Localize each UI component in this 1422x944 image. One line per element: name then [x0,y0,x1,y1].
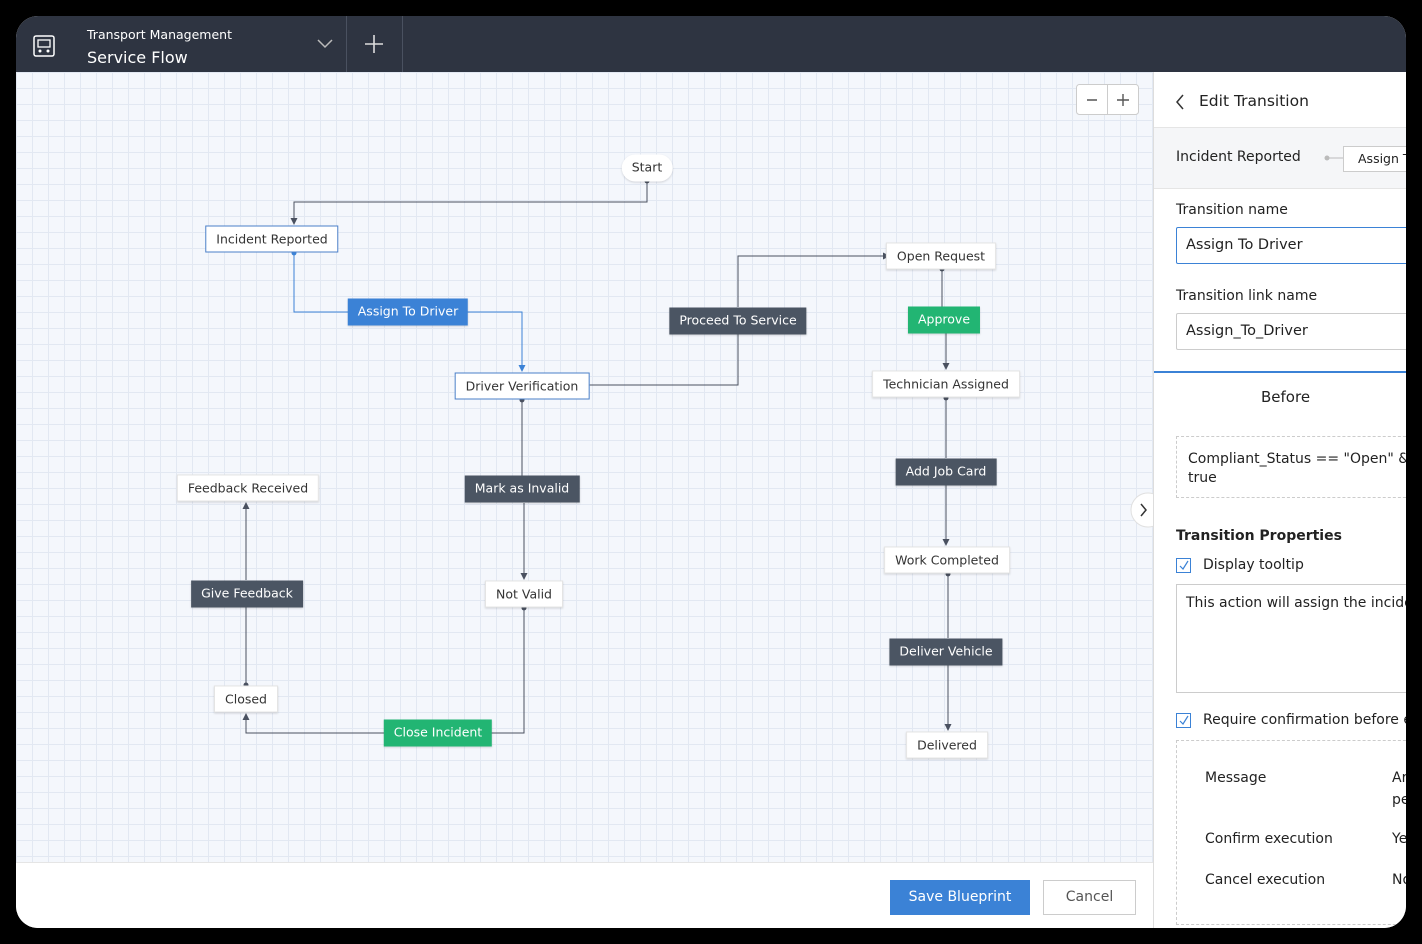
condition-text: true [1188,470,1217,486]
save-button[interactable]: Save Blueprint [890,880,1030,915]
text-input[interactable]: Assign_To_Driver [1176,313,1406,350]
zoom-controls[interactable] [1076,84,1140,116]
state-node[interactable]: Work Completed [884,546,1010,574]
transition-node[interactable]: Deliver Vehicle [889,638,1003,666]
collapse-toggle[interactable] [1130,492,1156,528]
tooltip-textarea[interactable]: This action will assign the inciden [1176,584,1406,693]
checkbox-label: Require confirmation before e [1203,712,1406,728]
state-node[interactable]: Closed [214,685,278,713]
state-node[interactable]: Incident Reported [205,225,339,253]
flow-canvas: Start Incident Reported Assign To Driver… [16,72,1156,862]
condition-text: Compliant_Status == "Open" && [1188,451,1406,467]
transition-node[interactable]: Add Job Card [895,458,997,486]
row-label: Message [1205,770,1267,786]
field-label: Transition name [1176,202,1288,218]
to-transition: Assign T [1343,146,1406,172]
row-value: No [1392,872,1406,888]
transition-node[interactable]: Approve [907,306,981,334]
side-panel: Edit Transition Incident Reported Assign… [1153,72,1406,928]
row-value: pe [1392,792,1406,808]
transition-node[interactable]: Give Feedback [191,580,303,608]
checkbox[interactable] [1176,713,1191,728]
header: Transport Management Service Flow [16,16,1406,72]
row-value: Ar [1392,770,1406,786]
add-button[interactable] [364,34,384,54]
row-label: Cancel execution [1205,872,1326,888]
state-node[interactable]: Driver Verification [454,372,590,400]
divider [346,16,347,72]
tab-indicator [1154,371,1406,373]
state-node[interactable]: Delivered [906,731,988,759]
tab[interactable]: Before [1261,388,1311,406]
app-window: Transport Management Service Flow Start … [16,16,1406,928]
app-icon [33,35,55,57]
state-node[interactable]: Not Valid [485,580,563,608]
panel-title: Edit Transition [1199,92,1309,110]
confirm-box: Message Ar pe Confirm execution Ye Cance… [1176,740,1406,925]
dropdown[interactable] [316,37,334,49]
text-input[interactable]: Assign To Driver [1176,227,1406,264]
transition-node[interactable]: Close Incident [383,719,493,747]
field-label: Transition link name [1176,288,1318,304]
transition-node[interactable]: Assign To Driver [347,298,469,326]
start-node[interactable]: Start [621,154,673,182]
transition-node[interactable]: Mark as Invalid [464,475,580,503]
state-node[interactable]: Technician Assigned [872,370,1020,398]
back-button[interactable] [1174,93,1186,111]
transition-path: Incident Reported Assign T [1154,127,1406,189]
app-name: Transport Management [87,27,232,42]
condition-box: Compliant_Status == "Open" && true [1176,436,1406,498]
divider [402,16,403,72]
section-title: Transition Properties [1176,528,1342,544]
checkbox[interactable] [1176,558,1191,573]
row-value: Ye [1392,831,1406,847]
checkbox-label: Display tooltip [1203,557,1304,573]
state-node[interactable]: Feedback Received [176,474,320,502]
row-label: Confirm execution [1205,831,1333,847]
connector [1324,155,1344,161]
page-title: Service Flow [87,48,188,67]
from-state: Incident Reported [1176,149,1301,165]
cancel-button[interactable]: Cancel [1043,880,1136,915]
state-node[interactable]: Open Request [885,242,997,270]
transition-node[interactable]: Proceed To Service [669,307,807,335]
footer: Save Blueprint Cancel [16,862,1153,928]
